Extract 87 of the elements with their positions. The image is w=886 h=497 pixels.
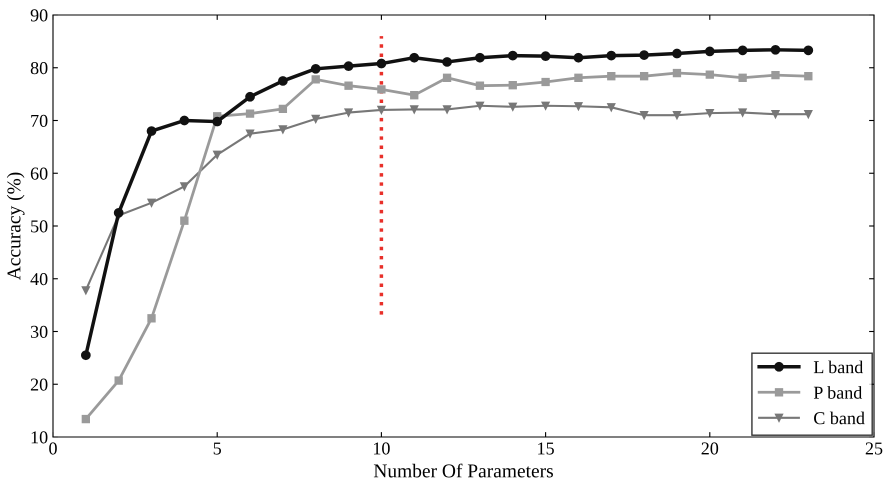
- point: [771, 110, 780, 118]
- point: [607, 72, 616, 80]
- legend-label: L band: [814, 360, 864, 374]
- x-tick-label: 0: [49, 442, 57, 455]
- y-tick-label: 40: [30, 273, 48, 286]
- point: [541, 102, 550, 110]
- x-tick-label: 20: [702, 442, 718, 455]
- point: [639, 50, 649, 60]
- point: [147, 314, 156, 322]
- x-axis-title: Number Of Parameters: [374, 464, 553, 478]
- point: [771, 70, 780, 80]
- point: [442, 57, 452, 67]
- x-tick-label: 10: [374, 442, 390, 455]
- point: [147, 198, 156, 207]
- point: [476, 82, 484, 90]
- point: [344, 61, 354, 72]
- point: [377, 106, 386, 114]
- point: [540, 51, 550, 62]
- point: [804, 110, 812, 118]
- point: [508, 102, 517, 111]
- point: [245, 92, 255, 102]
- point: [640, 111, 648, 120]
- point: [310, 64, 321, 74]
- point: [804, 72, 812, 80]
- y-tick-label: 30: [30, 326, 48, 338]
- x-tick-label: 15: [538, 442, 554, 455]
- point: [672, 48, 682, 58]
- point: [312, 114, 320, 124]
- point: [114, 376, 123, 385]
- y-tick-label: 50: [31, 220, 48, 232]
- point: [442, 74, 452, 82]
- point: [770, 44, 780, 55]
- point: [278, 125, 288, 134]
- point: [82, 414, 90, 424]
- point: [180, 116, 190, 126]
- point: [476, 102, 484, 110]
- point: [82, 286, 90, 295]
- legend-label: P band: [814, 386, 862, 399]
- point: [376, 58, 386, 68]
- point: [508, 50, 518, 60]
- point: [704, 46, 715, 56]
- y-tick-label: 60: [30, 168, 48, 180]
- point: [606, 50, 616, 60]
- point: [640, 72, 648, 80]
- point: [738, 108, 747, 117]
- x-tick-label: 25: [866, 442, 882, 455]
- point: [246, 130, 254, 138]
- point: [344, 108, 353, 117]
- point: [213, 150, 222, 159]
- point: [574, 52, 584, 63]
- point: [180, 182, 189, 191]
- legend-label: C band: [814, 412, 865, 424]
- point: [607, 103, 616, 112]
- point: [212, 116, 222, 126]
- point: [574, 102, 583, 110]
- y-tick-label: 20: [30, 378, 48, 391]
- point: [180, 216, 189, 225]
- y-tick-label: 70: [31, 114, 48, 127]
- point: [278, 104, 288, 114]
- y-tick-label: 80: [30, 62, 48, 74]
- point: [409, 52, 420, 63]
- point: [377, 85, 386, 94]
- point: [114, 208, 124, 218]
- point: [672, 68, 682, 78]
- point: [344, 82, 353, 90]
- y-axis-title: Accuracy (%): [6, 172, 25, 280]
- point: [80, 350, 91, 360]
- point: [574, 74, 583, 82]
- y-tick-label: 90: [30, 9, 48, 22]
- point: [803, 45, 814, 56]
- point: [541, 78, 550, 86]
- point: [312, 75, 320, 84]
- point: [146, 126, 156, 136]
- y-tick-label: 10: [32, 431, 48, 444]
- point: [475, 52, 485, 63]
- point: [442, 105, 452, 114]
- point: [410, 105, 418, 114]
- point: [706, 70, 714, 79]
- point: [508, 80, 517, 90]
- point: [706, 108, 714, 118]
- x-tick-label: 5: [214, 442, 222, 455]
- point: [672, 111, 682, 120]
- point: [738, 74, 747, 82]
- point: [738, 45, 748, 56]
- point: [246, 109, 254, 118]
- point: [278, 76, 288, 86]
- point: [410, 91, 418, 100]
